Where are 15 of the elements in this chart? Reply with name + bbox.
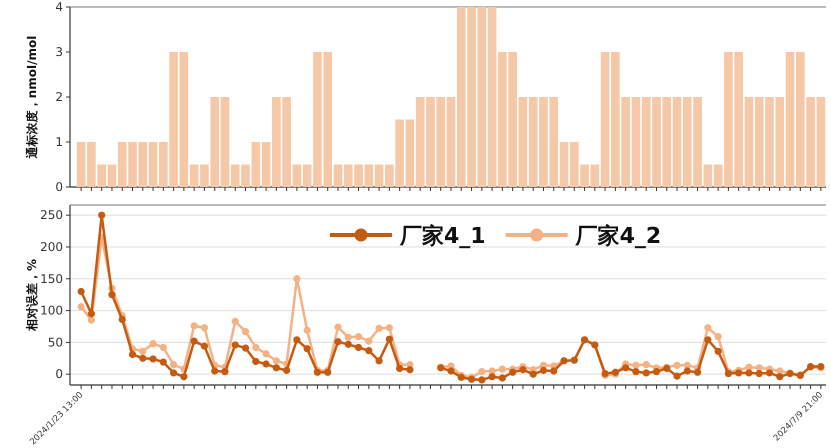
y-tick-label: 250 xyxy=(40,208,63,222)
y-tick-label: 2 xyxy=(55,90,63,104)
y-tick-label: 0 xyxy=(55,367,63,382)
y-tick-label: 3 xyxy=(55,45,63,59)
y-tick-label: 0 xyxy=(55,180,63,194)
y-axis-title: 相对误差，% xyxy=(25,258,39,332)
legend-label: 厂家4_1 xyxy=(399,223,486,249)
y-tick-label: 4 xyxy=(55,0,63,14)
y-tick-label: 50 xyxy=(48,335,63,350)
y-tick-label: 1 xyxy=(55,135,63,149)
legend-label: 厂家4_2 xyxy=(574,223,662,249)
y-tick-label: 150 xyxy=(40,272,63,286)
y-axis-title: 通标浓度，nmol/mol xyxy=(25,36,39,160)
y-tick-label: 200 xyxy=(40,240,63,254)
y-tick-label: 100 xyxy=(40,304,63,318)
